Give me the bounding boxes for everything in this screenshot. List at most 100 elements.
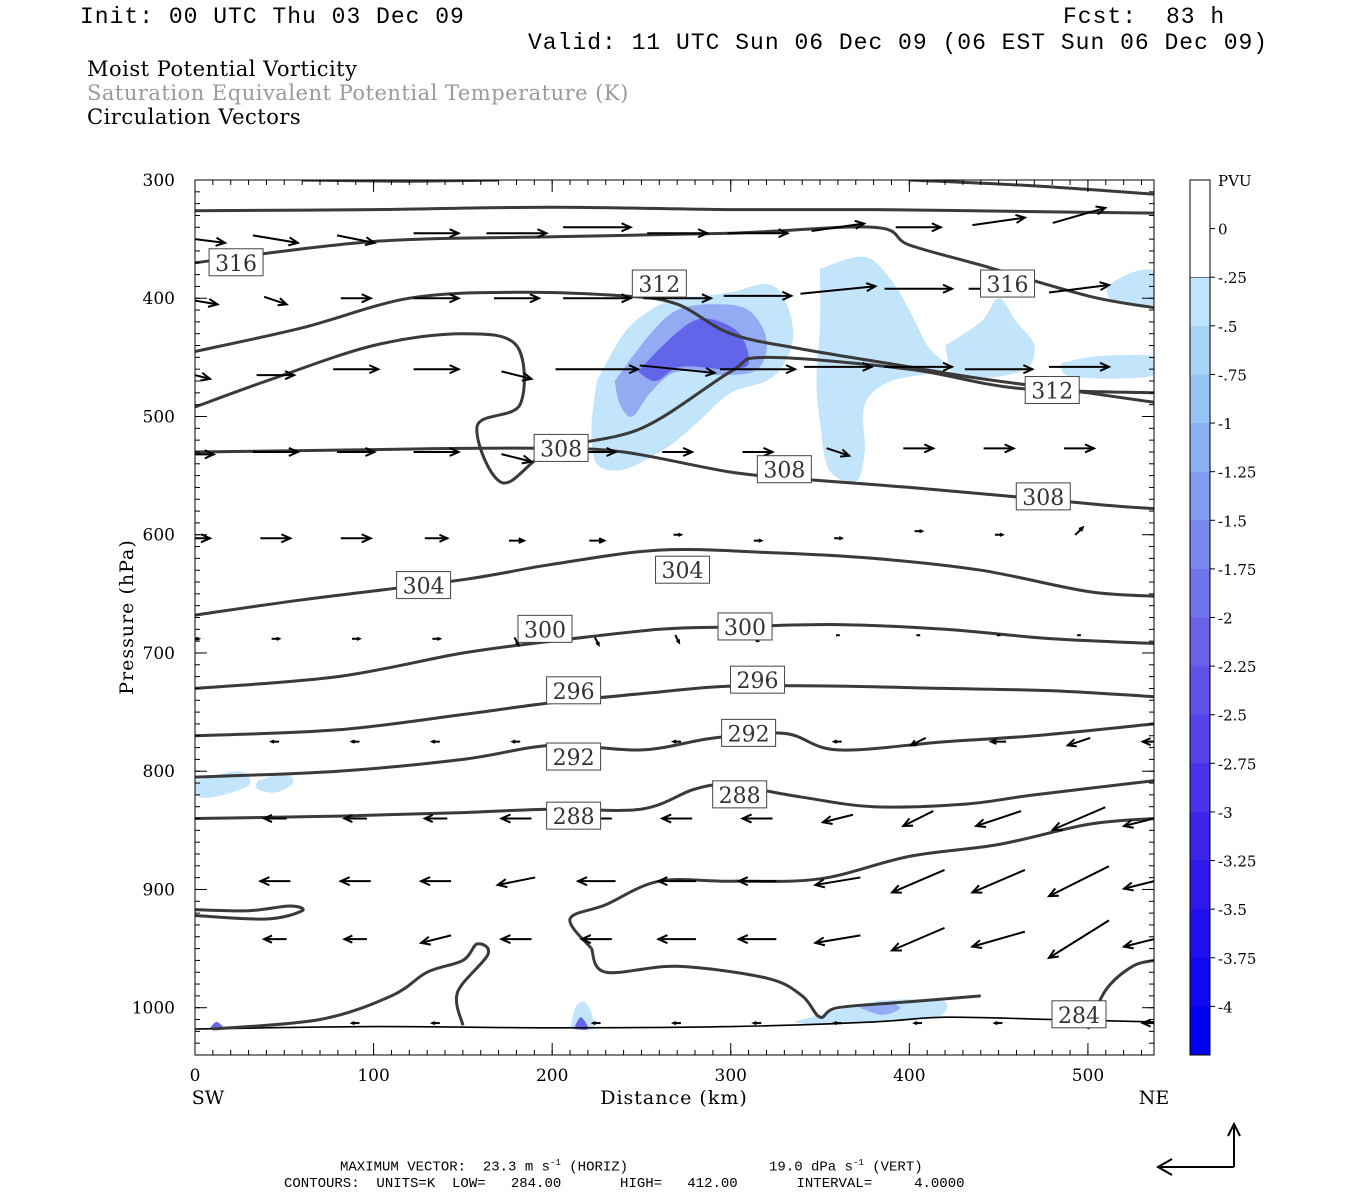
wind-vector xyxy=(269,739,280,744)
y-tick-label: 300 xyxy=(143,171,175,191)
theta-es-contour xyxy=(195,446,1154,511)
svg-text:300: 300 xyxy=(524,618,566,643)
colorbar-swatch xyxy=(1190,180,1210,230)
wind-vector xyxy=(662,446,695,457)
wind-vector xyxy=(594,636,600,648)
svg-text:304: 304 xyxy=(662,559,704,584)
contour-label: 288 xyxy=(712,780,768,809)
colorbar-swatch xyxy=(1190,763,1210,813)
wind-vector xyxy=(1063,443,1097,454)
wind-vector xyxy=(914,529,925,534)
contour-label: 308 xyxy=(533,433,589,462)
svg-text:288: 288 xyxy=(719,784,761,809)
wind-vector xyxy=(736,934,777,945)
theta-es-contour xyxy=(195,547,1154,617)
colorbar-label: -3.5 xyxy=(1218,901,1247,919)
wind-vector xyxy=(501,370,534,382)
wind-vector xyxy=(674,634,681,645)
contour-label: 284 xyxy=(1051,1000,1107,1029)
wind-vector xyxy=(647,228,710,239)
wind-vector xyxy=(1121,880,1154,892)
wind-vector xyxy=(424,533,450,543)
wind-vector xyxy=(901,810,934,828)
contour-label: 312 xyxy=(1024,375,1080,404)
x-tick-label: 0 xyxy=(190,1066,201,1086)
contour-label: 312 xyxy=(631,269,687,298)
wind-vector xyxy=(495,876,536,889)
colorbar: PVU 0 -.25 -.5 -.75 -1 -1.25 -1.5 -1.75 -2 -2.25 -2… xyxy=(1189,172,1256,1056)
wind-vector xyxy=(579,934,612,945)
axes: 0 100 200 300 400 500 300 400 500 600 700 800 900 100… xyxy=(132,171,1154,1086)
pv-region xyxy=(1105,269,1154,307)
wind-vector xyxy=(831,1020,842,1026)
colorbar-label: -3.25 xyxy=(1218,853,1256,871)
pv-region xyxy=(573,1017,589,1030)
field-title-theta-es: Saturation Equivalent Potential Temperat… xyxy=(87,81,629,105)
contour-label: 300 xyxy=(517,614,573,643)
colorbar-swatch xyxy=(1190,471,1210,521)
wind-vector xyxy=(723,290,794,301)
colorbar-swatch xyxy=(1190,811,1210,862)
contour-info: CONTOURS: UNITS=K LOW= 284.00 HIGH= 412.… xyxy=(284,1176,965,1192)
wind-vector xyxy=(252,234,301,247)
wind-vector xyxy=(1046,865,1110,898)
wind-vector xyxy=(970,869,1026,894)
wind-vector xyxy=(727,228,790,239)
colorbar-unit: PVU xyxy=(1218,172,1252,190)
max-vector-info: MAXIMUM VECTOR: 23.3 m s-1 (HORIZ) xyxy=(340,1158,629,1176)
colorbar-swatch xyxy=(1190,666,1210,716)
colorbar-swatch xyxy=(1190,957,1210,1007)
svg-text:308: 308 xyxy=(540,437,582,462)
colorbar-swatch xyxy=(1190,325,1210,375)
wind-vector xyxy=(429,739,440,744)
wind-vector xyxy=(493,293,542,304)
theta-es-contour xyxy=(195,722,1154,779)
svg-text:296: 296 xyxy=(553,680,595,705)
svg-text:316: 316 xyxy=(215,252,257,277)
wind-vector xyxy=(195,298,220,308)
wind-vector xyxy=(889,926,945,952)
wind-vector xyxy=(418,876,452,887)
wind-vector xyxy=(811,219,867,233)
x-left-label: SW xyxy=(192,1087,225,1109)
wind-vector xyxy=(555,364,641,375)
wind-vector xyxy=(673,532,684,537)
theta-es-contour xyxy=(590,947,981,1019)
wind-vector xyxy=(670,739,681,744)
wind-vector xyxy=(338,876,371,887)
wind-vector xyxy=(256,370,297,381)
contour-label: 296 xyxy=(730,665,786,694)
max-vertical-info: 19.0 dPa s-1 (VERT) xyxy=(769,1158,923,1176)
wind-vector xyxy=(639,364,718,378)
y-tick-label: 500 xyxy=(143,407,175,427)
contour-labels: 316 312 316 312 308 308 308 304 304 300 300 296 296 2… xyxy=(208,248,1107,1029)
y-tick-label: 800 xyxy=(143,762,175,782)
wind-vector xyxy=(342,934,367,944)
contour-label: 304 xyxy=(655,555,711,584)
wind-vector xyxy=(263,295,289,307)
wind-vector xyxy=(499,813,532,824)
wind-vector xyxy=(800,282,878,295)
svg-text:300: 300 xyxy=(724,616,766,641)
pv-shading-layer xyxy=(195,256,1154,1031)
wind-vector xyxy=(1048,281,1112,294)
wind-vector xyxy=(834,536,845,541)
wind-vector xyxy=(1140,1018,1154,1028)
wind-vector xyxy=(736,876,777,887)
wind-vector xyxy=(994,532,1005,537)
wind-vector xyxy=(804,361,875,372)
wind-vector xyxy=(195,236,228,247)
contour-label: 308 xyxy=(1015,482,1071,511)
forecast-label: Fcst: xyxy=(1063,4,1138,30)
wind-vector xyxy=(508,537,527,544)
colorbar-label: -3.75 xyxy=(1218,950,1256,968)
wind-vector xyxy=(418,934,452,946)
colorbar-label: -.25 xyxy=(1218,269,1247,287)
colorbar-swatch xyxy=(1190,1006,1210,1056)
colorbar-label: -1 xyxy=(1218,415,1233,433)
colorbar-label: -2 xyxy=(1218,610,1233,628)
wind-vector xyxy=(895,222,944,233)
y-axis-title: Pressure (hPa) xyxy=(116,539,138,695)
colorbar-swatch xyxy=(1190,568,1210,618)
